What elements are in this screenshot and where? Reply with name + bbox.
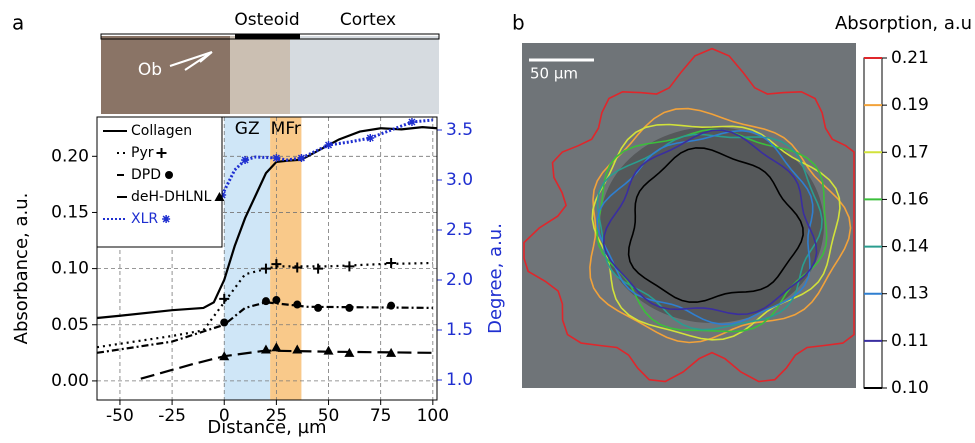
y2-axis-label: Degree, a.u. — [485, 223, 506, 334]
colorbar-tick-label: 0.19 — [891, 95, 929, 115]
arrow — [169, 51, 213, 71]
series-line — [140, 349, 433, 380]
marker — [344, 261, 355, 272]
colorbar-tick-label: 0.11 — [891, 331, 929, 351]
x-tick-label: 25 — [266, 406, 288, 426]
x-tick-label: -25 — [158, 406, 186, 426]
contour — [596, 133, 823, 331]
legend-label: Pyr — [131, 145, 154, 161]
plot-frame — [96, 116, 438, 401]
marker — [297, 154, 306, 162]
marker — [214, 192, 225, 201]
y2-tick-label: 3.5 — [446, 120, 473, 140]
panel-label: b — [512, 11, 525, 35]
y2-tick-label: 1.0 — [446, 370, 473, 390]
marker — [272, 154, 281, 162]
contour — [627, 147, 804, 303]
marker — [323, 345, 334, 355]
marker — [271, 259, 282, 270]
marker — [345, 303, 354, 312]
colorbar — [863, 57, 883, 389]
scalebar-label: 50 µm — [530, 65, 578, 83]
strip-frame — [100, 33, 440, 40]
y2-tick-label: 3.0 — [446, 170, 473, 190]
marker — [407, 118, 416, 126]
image-label: Ob — [138, 60, 162, 80]
contour — [602, 129, 818, 316]
legend-label: Collagen — [131, 123, 192, 139]
marker — [271, 342, 282, 352]
legend-label: DPD — [131, 167, 161, 183]
legend-label: XLR — [131, 211, 158, 227]
marker — [313, 263, 324, 274]
marker — [219, 351, 230, 361]
marker — [366, 134, 375, 142]
marker — [293, 300, 302, 309]
legend-label: deH-DHLNL — [131, 189, 212, 205]
marker — [219, 293, 230, 304]
contour — [596, 129, 814, 326]
y-tick-label: 0.05 — [51, 315, 89, 335]
colorbar-tick-label: 0.10 — [891, 378, 929, 398]
marker — [292, 344, 303, 354]
marker — [386, 257, 397, 268]
colorbar-tick-label: 0.14 — [891, 237, 929, 257]
marker — [241, 156, 250, 164]
y-tick-label: 0.00 — [51, 371, 89, 391]
marker — [387, 301, 396, 310]
colorbar-tick-label: 0.16 — [891, 189, 929, 209]
y-axis-label: Absorbance, a.u. — [11, 193, 32, 345]
colorbar-tick-label: 0.21 — [891, 48, 929, 68]
x-tick-label: 100 — [417, 406, 449, 426]
region-label: MFr — [271, 119, 301, 139]
marker — [314, 303, 323, 312]
marker — [261, 297, 270, 306]
x-tick-label: 0 — [219, 406, 230, 426]
marker — [220, 318, 229, 327]
x-tick-label: -50 — [106, 406, 134, 426]
image-label: Osteoid — [234, 10, 299, 30]
colorbar-tick-label: 0.13 — [891, 284, 929, 304]
colorbar-tick-label: 0.17 — [891, 142, 929, 162]
marker — [292, 262, 303, 273]
micrograph-region — [230, 36, 290, 114]
osteoid-bar — [235, 34, 300, 39]
x-tick-label: 50 — [318, 406, 340, 426]
region-label: GZ — [235, 119, 260, 139]
panel-label: a — [12, 11, 24, 35]
marker — [272, 296, 281, 305]
marker — [156, 148, 167, 158]
y-tick-label: 0.20 — [51, 146, 89, 166]
x-axis-label: Distance, µm — [207, 417, 326, 438]
legend-box — [96, 116, 223, 248]
y2-tick-label: 1.5 — [446, 320, 473, 340]
marker — [165, 171, 174, 179]
y2-tick-label: 2.0 — [446, 270, 473, 290]
series-line — [96, 126, 438, 320]
image-label: Cortex — [340, 10, 396, 30]
marker — [260, 344, 271, 354]
marker — [344, 347, 355, 357]
contour — [591, 123, 841, 341]
contour — [589, 107, 852, 344]
series-line — [96, 301, 433, 354]
marker — [324, 141, 333, 149]
y-tick-label: 0.15 — [51, 202, 89, 222]
y-tick-label: 0.10 — [51, 259, 89, 279]
marker — [260, 263, 271, 274]
y2-tick-label: 2.5 — [446, 220, 473, 240]
colorbar-title: Absorption, a.u — [835, 13, 972, 34]
contour — [523, 47, 855, 383]
micrograph-region — [290, 36, 439, 114]
x-tick-label: 75 — [370, 406, 392, 426]
marker — [386, 347, 397, 357]
marker — [162, 215, 171, 223]
